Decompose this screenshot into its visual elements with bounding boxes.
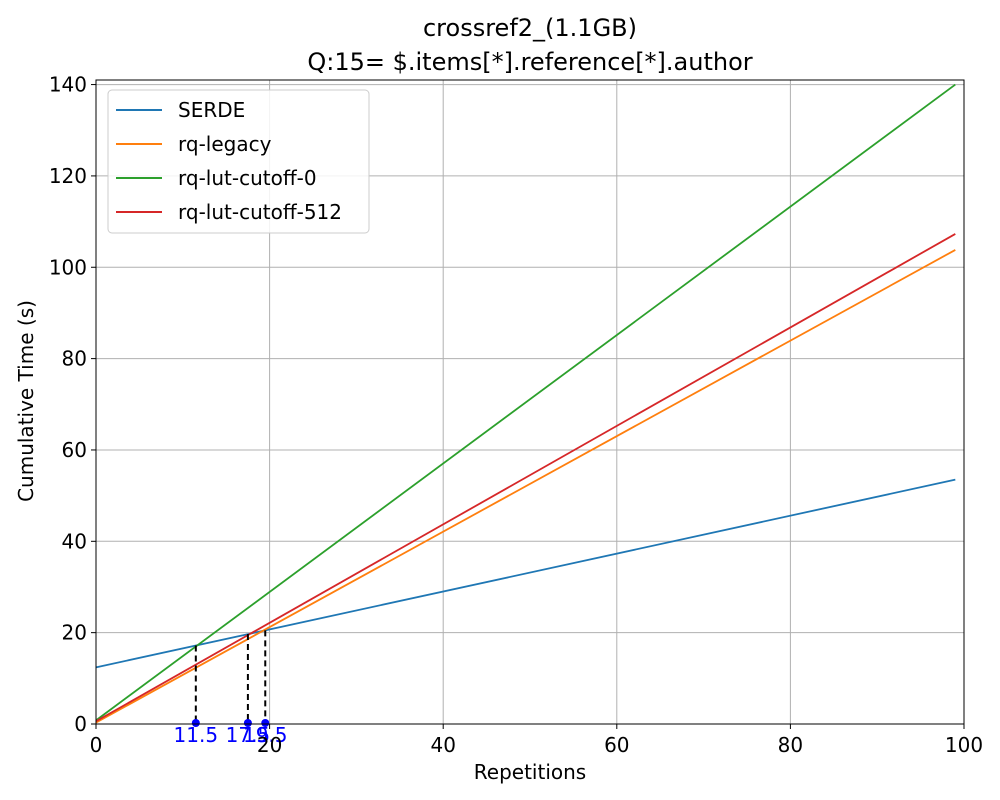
y-tick-label: 80: [62, 347, 87, 371]
plot-frame: [95, 79, 965, 725]
crossover-annotations: 11.5 17.519.5: [174, 630, 288, 747]
x-tick-label: 20: [257, 733, 282, 757]
y-tick-label: 20: [62, 621, 87, 645]
crossover-label: 19.5: [243, 723, 288, 747]
x-tick-label: 80: [778, 733, 803, 757]
chart-title-line-1: crossref2_(1.1GB): [423, 14, 637, 42]
chart-title-line-2: Q:15= $.items[*].reference[*].author: [307, 48, 752, 76]
legend: SERDE rq-legacy rq-lut-cutoff-0 rq-lut-cuto…: [107, 89, 370, 234]
y-axis-label: Cumulative Time (s): [14, 300, 38, 502]
crossover-label: 17.5: [226, 723, 271, 747]
y-tick-label: 100: [49, 255, 87, 279]
y-tick-label: 0: [74, 712, 87, 736]
crossover-marker: [243, 719, 252, 727]
series-line-rq-lut-cutoff-512: [95, 233, 956, 723]
y-tick-label: 140: [49, 73, 87, 97]
grid: [95, 80, 965, 725]
y-tick-label: 60: [62, 438, 87, 462]
legend-label: rq-lut-cutoff-0: [178, 166, 317, 190]
crossover-marker: [191, 719, 200, 727]
crossover-marker: [261, 719, 270, 727]
series-line-serde: [95, 478, 956, 669]
y-tick-label: 120: [49, 164, 87, 188]
series-line-rq-legacy: [95, 249, 956, 724]
series-line-rq-lut-cutoff-0: [95, 83, 956, 722]
axis-ticks: 0 20 40 60 80 100 0 20 40 60 80 100 120 140: [49, 73, 983, 757]
series-lines: [95, 83, 956, 724]
x-tick-label: 40: [430, 733, 455, 757]
legend-box: [107, 89, 370, 234]
legend-label: SERDE: [178, 98, 245, 122]
crossover-label: 11.5: [174, 723, 219, 747]
legend-label: rq-legacy: [178, 132, 272, 156]
x-tick-label: 100: [945, 733, 983, 757]
x-tick-label: 0: [90, 733, 103, 757]
x-axis-label: Repetitions: [474, 760, 586, 784]
x-tick-label: 60: [604, 733, 629, 757]
y-tick-label: 40: [62, 529, 87, 553]
legend-label: rq-lut-cutoff-512: [178, 200, 342, 224]
